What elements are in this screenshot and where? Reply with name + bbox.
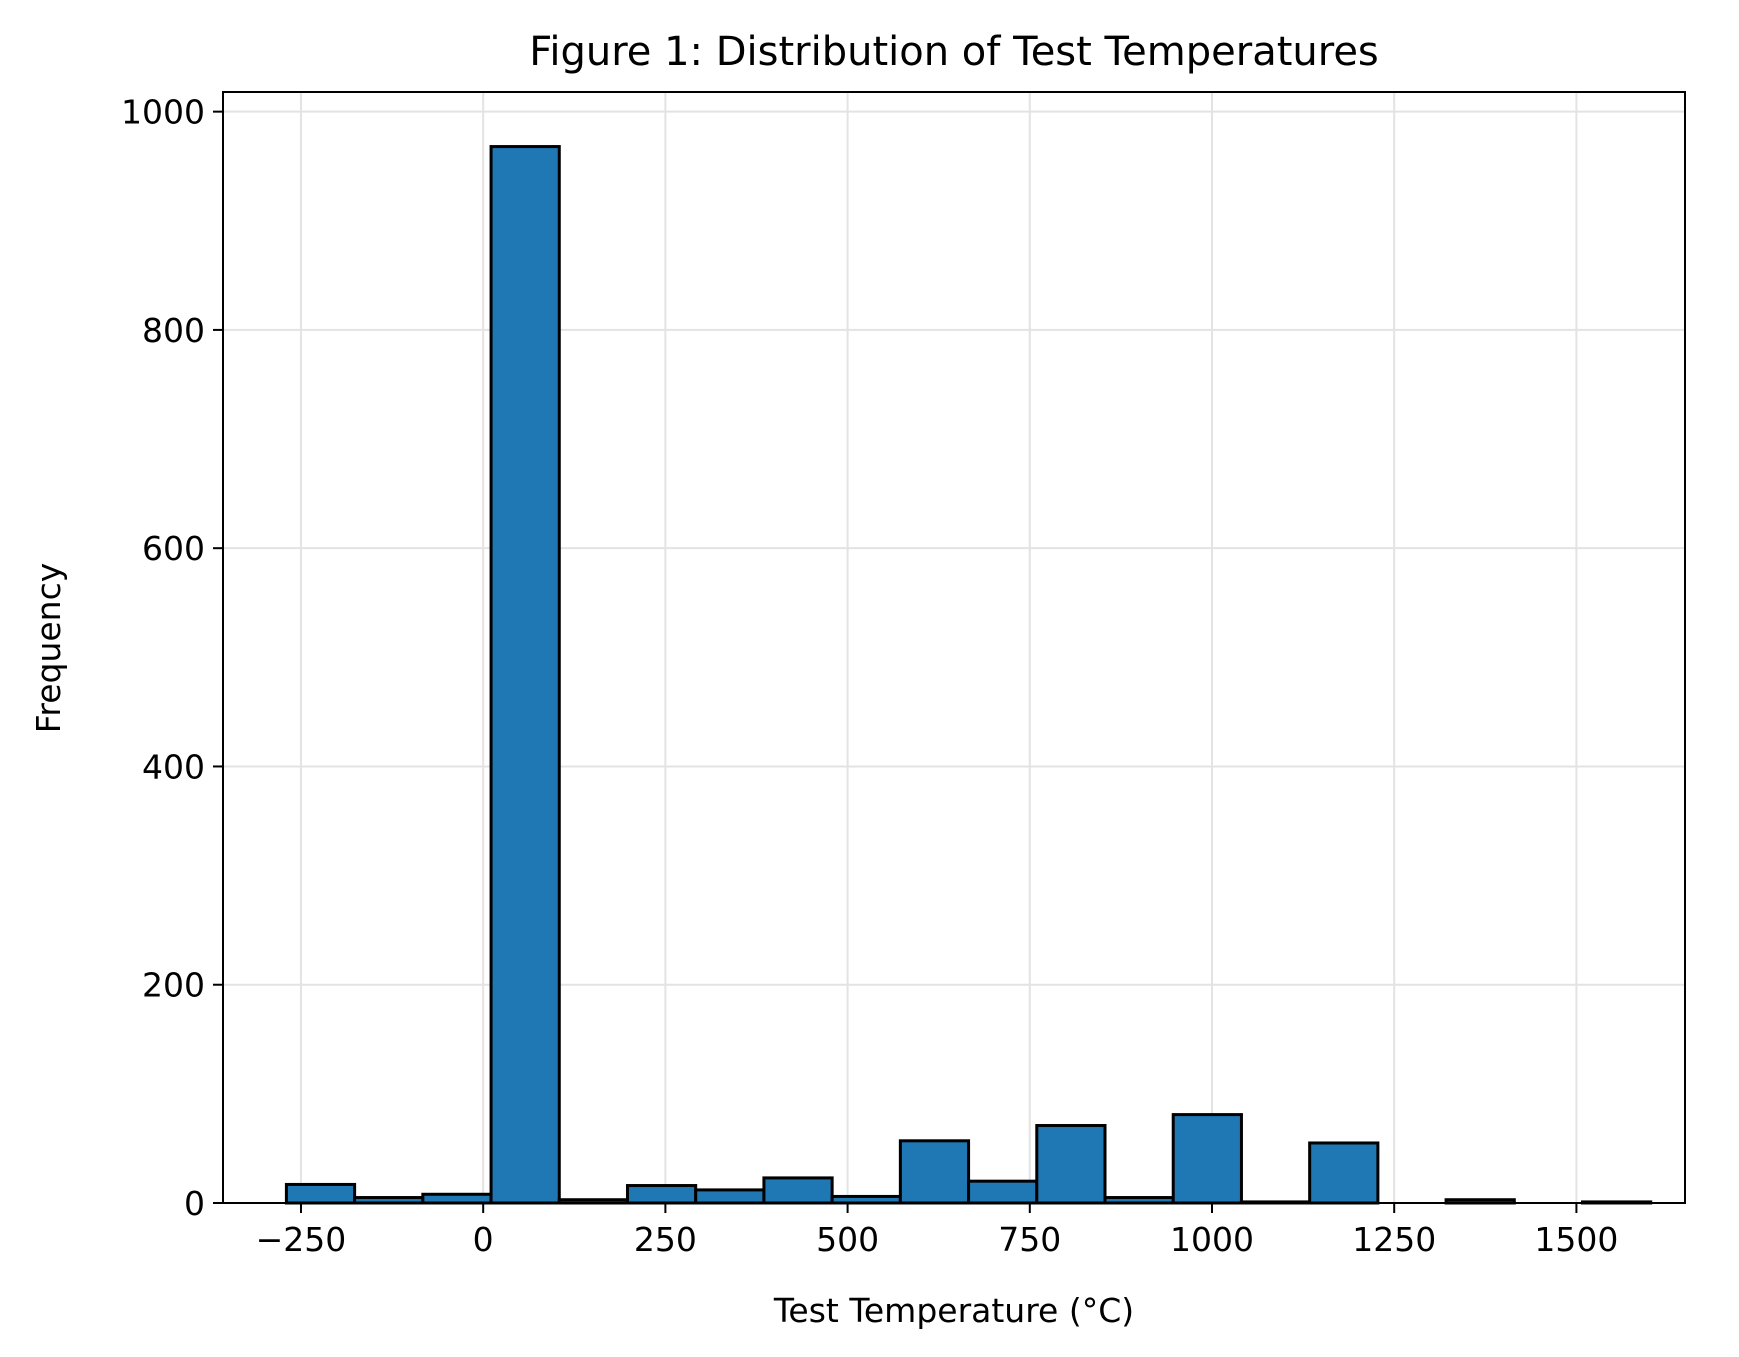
histogram-bar bbox=[694, 1188, 766, 1205]
x-tick-label: 500 bbox=[816, 1220, 879, 1259]
x-tick-label: 250 bbox=[634, 1220, 697, 1259]
y-tick-label: 200 bbox=[142, 966, 205, 1005]
grid-lines bbox=[223, 92, 1685, 1204]
chart-title: Figure 1: Distribution of Test Temperatu… bbox=[529, 29, 1379, 75]
y-tick-label: 800 bbox=[142, 311, 205, 350]
x-tick-label: 1000 bbox=[1170, 1220, 1254, 1259]
histogram-bar bbox=[1035, 1124, 1107, 1205]
histogram-bar bbox=[421, 1192, 493, 1205]
histogram-bar bbox=[762, 1176, 834, 1205]
y-tick-label: 0 bbox=[184, 1184, 205, 1223]
histogram-bar bbox=[1171, 1113, 1243, 1205]
histogram-bar bbox=[967, 1179, 1039, 1205]
plot-frame bbox=[222, 91, 1686, 1204]
y-tick-label: 600 bbox=[142, 529, 205, 568]
x-tick-label: −250 bbox=[256, 1220, 347, 1259]
x-tick-label: 750 bbox=[998, 1220, 1061, 1259]
y-tick-label: 1000 bbox=[121, 93, 205, 132]
histogram-bar bbox=[489, 145, 561, 1205]
histogram-bar bbox=[898, 1139, 971, 1205]
x-tick-label: 1500 bbox=[1534, 1220, 1618, 1259]
x-axis-label: Test Temperature (°C) bbox=[773, 1291, 1134, 1330]
histogram-bar bbox=[625, 1184, 698, 1205]
histogram-bar bbox=[284, 1182, 357, 1205]
x-axis-ticks: −250 0 250 500 750 1000 1250 1500 bbox=[256, 1203, 1618, 1259]
y-tick-label: 400 bbox=[142, 747, 205, 786]
x-tick-label: 0 bbox=[473, 1220, 494, 1259]
y-axis-ticks: 0 200 400 600 800 1000 bbox=[121, 93, 223, 1223]
histogram-bar bbox=[1308, 1141, 1380, 1205]
y-axis-label: Frequency bbox=[29, 563, 68, 733]
x-tick-label: 1250 bbox=[1352, 1220, 1436, 1259]
